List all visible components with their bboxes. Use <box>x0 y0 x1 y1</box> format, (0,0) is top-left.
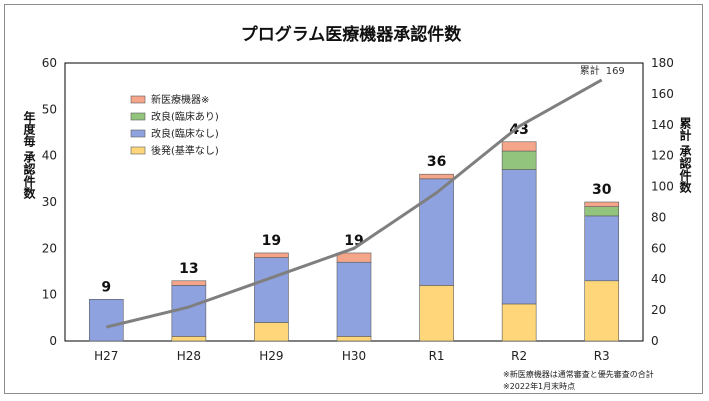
bar-segment <box>584 215 620 282</box>
y-left-tick-label: 20 <box>42 241 57 255</box>
bar-segment <box>88 298 124 342</box>
bar-segment <box>584 201 620 207</box>
x-tick-label: R1 <box>429 349 445 363</box>
legend-swatch <box>130 129 146 138</box>
bar-segment <box>501 169 537 305</box>
bar-total-label: 30 <box>592 182 612 198</box>
bar-segment <box>419 178 454 286</box>
y-left-tick-label: 0 <box>49 334 57 348</box>
cumulative-name-label: 累計 <box>580 64 600 77</box>
y-right-tick-label: 60 <box>651 241 666 255</box>
bar-segment <box>171 336 207 342</box>
legend-label: 新医療機器※ <box>151 93 209 106</box>
chart-frame: プログラム医療機器承認件数 0 10 20 30 40 50 60 0 20 40 60 80 100 1… <box>4 4 703 394</box>
y-right-tick-label: 0 <box>651 334 659 348</box>
y-right-tick-label: 100 <box>651 180 674 194</box>
bar-total-label: 19 <box>262 233 281 249</box>
x-tick-label: R2 <box>511 349 527 363</box>
y-left-tick-label: 10 <box>42 288 57 302</box>
bar-segment <box>254 322 289 342</box>
y-right-tick-label: 120 <box>651 149 674 163</box>
bar-segment <box>254 252 289 258</box>
y-right-tick-label: 180 <box>651 56 674 70</box>
legend-label: 改良(臨床あり) <box>151 110 219 123</box>
y-right-tick-label: 20 <box>651 303 666 317</box>
bar-segment <box>501 303 537 342</box>
cumulative-end-value-label: 169 <box>606 66 625 77</box>
legend-swatch <box>130 112 146 121</box>
bar-segment <box>336 252 372 263</box>
bar-segment <box>336 261 372 337</box>
x-tick-label: H27 <box>94 349 118 363</box>
bar-segment <box>171 280 207 286</box>
y-right-tick-label: 140 <box>651 118 674 132</box>
y-left-tick-label: 40 <box>42 149 57 163</box>
y-right-axis-label: 累計 承認件数 <box>678 116 692 193</box>
y-left-tick-label: 30 <box>42 195 57 209</box>
y-right-tick-label: 80 <box>651 210 666 224</box>
y-left-axis-label: 年度毎 承認件数 <box>22 109 36 199</box>
x-tick-label: H29 <box>259 349 283 363</box>
y-left-tick-label: 60 <box>42 56 57 70</box>
x-tick-label: H30 <box>342 349 366 363</box>
footnote-1: ※新医療機器は通常審査と優先審査の合計 <box>503 369 654 379</box>
y-left-tick-label: 50 <box>42 102 57 116</box>
legend-label: 改良(臨床なし) <box>151 127 219 140</box>
bar-segment <box>501 141 537 152</box>
bar-segment <box>584 280 620 342</box>
legend-label: 後発(基準なし) <box>151 144 219 157</box>
y-right-tick-label: 160 <box>651 87 674 101</box>
approval-count-chart: プログラム医療機器承認件数 0 10 20 30 40 50 60 0 20 40 60 80 100 1… <box>22 24 692 391</box>
legend-swatch <box>130 146 146 155</box>
bar-segment <box>336 336 372 342</box>
bar-total-label: 13 <box>179 261 198 277</box>
bar-segment <box>419 285 454 342</box>
bar-segment <box>254 257 289 323</box>
x-tick-label: H28 <box>177 349 201 363</box>
legend-swatch <box>130 95 146 104</box>
bar-total-label: 36 <box>427 154 446 170</box>
bar-segment <box>419 173 454 180</box>
bar-segment <box>584 206 620 217</box>
x-tick-label: R3 <box>594 349 610 363</box>
y-right-tick-label: 40 <box>651 272 666 286</box>
cumulative-line <box>105 78 603 329</box>
footnote-2: ※2022年1月末時点 <box>503 381 575 391</box>
bar-total-label: 43 <box>509 122 528 138</box>
bar-total-label: 9 <box>101 279 111 295</box>
bar-segment <box>501 150 537 170</box>
chart-title: プログラム医療機器承認件数 <box>241 24 462 45</box>
